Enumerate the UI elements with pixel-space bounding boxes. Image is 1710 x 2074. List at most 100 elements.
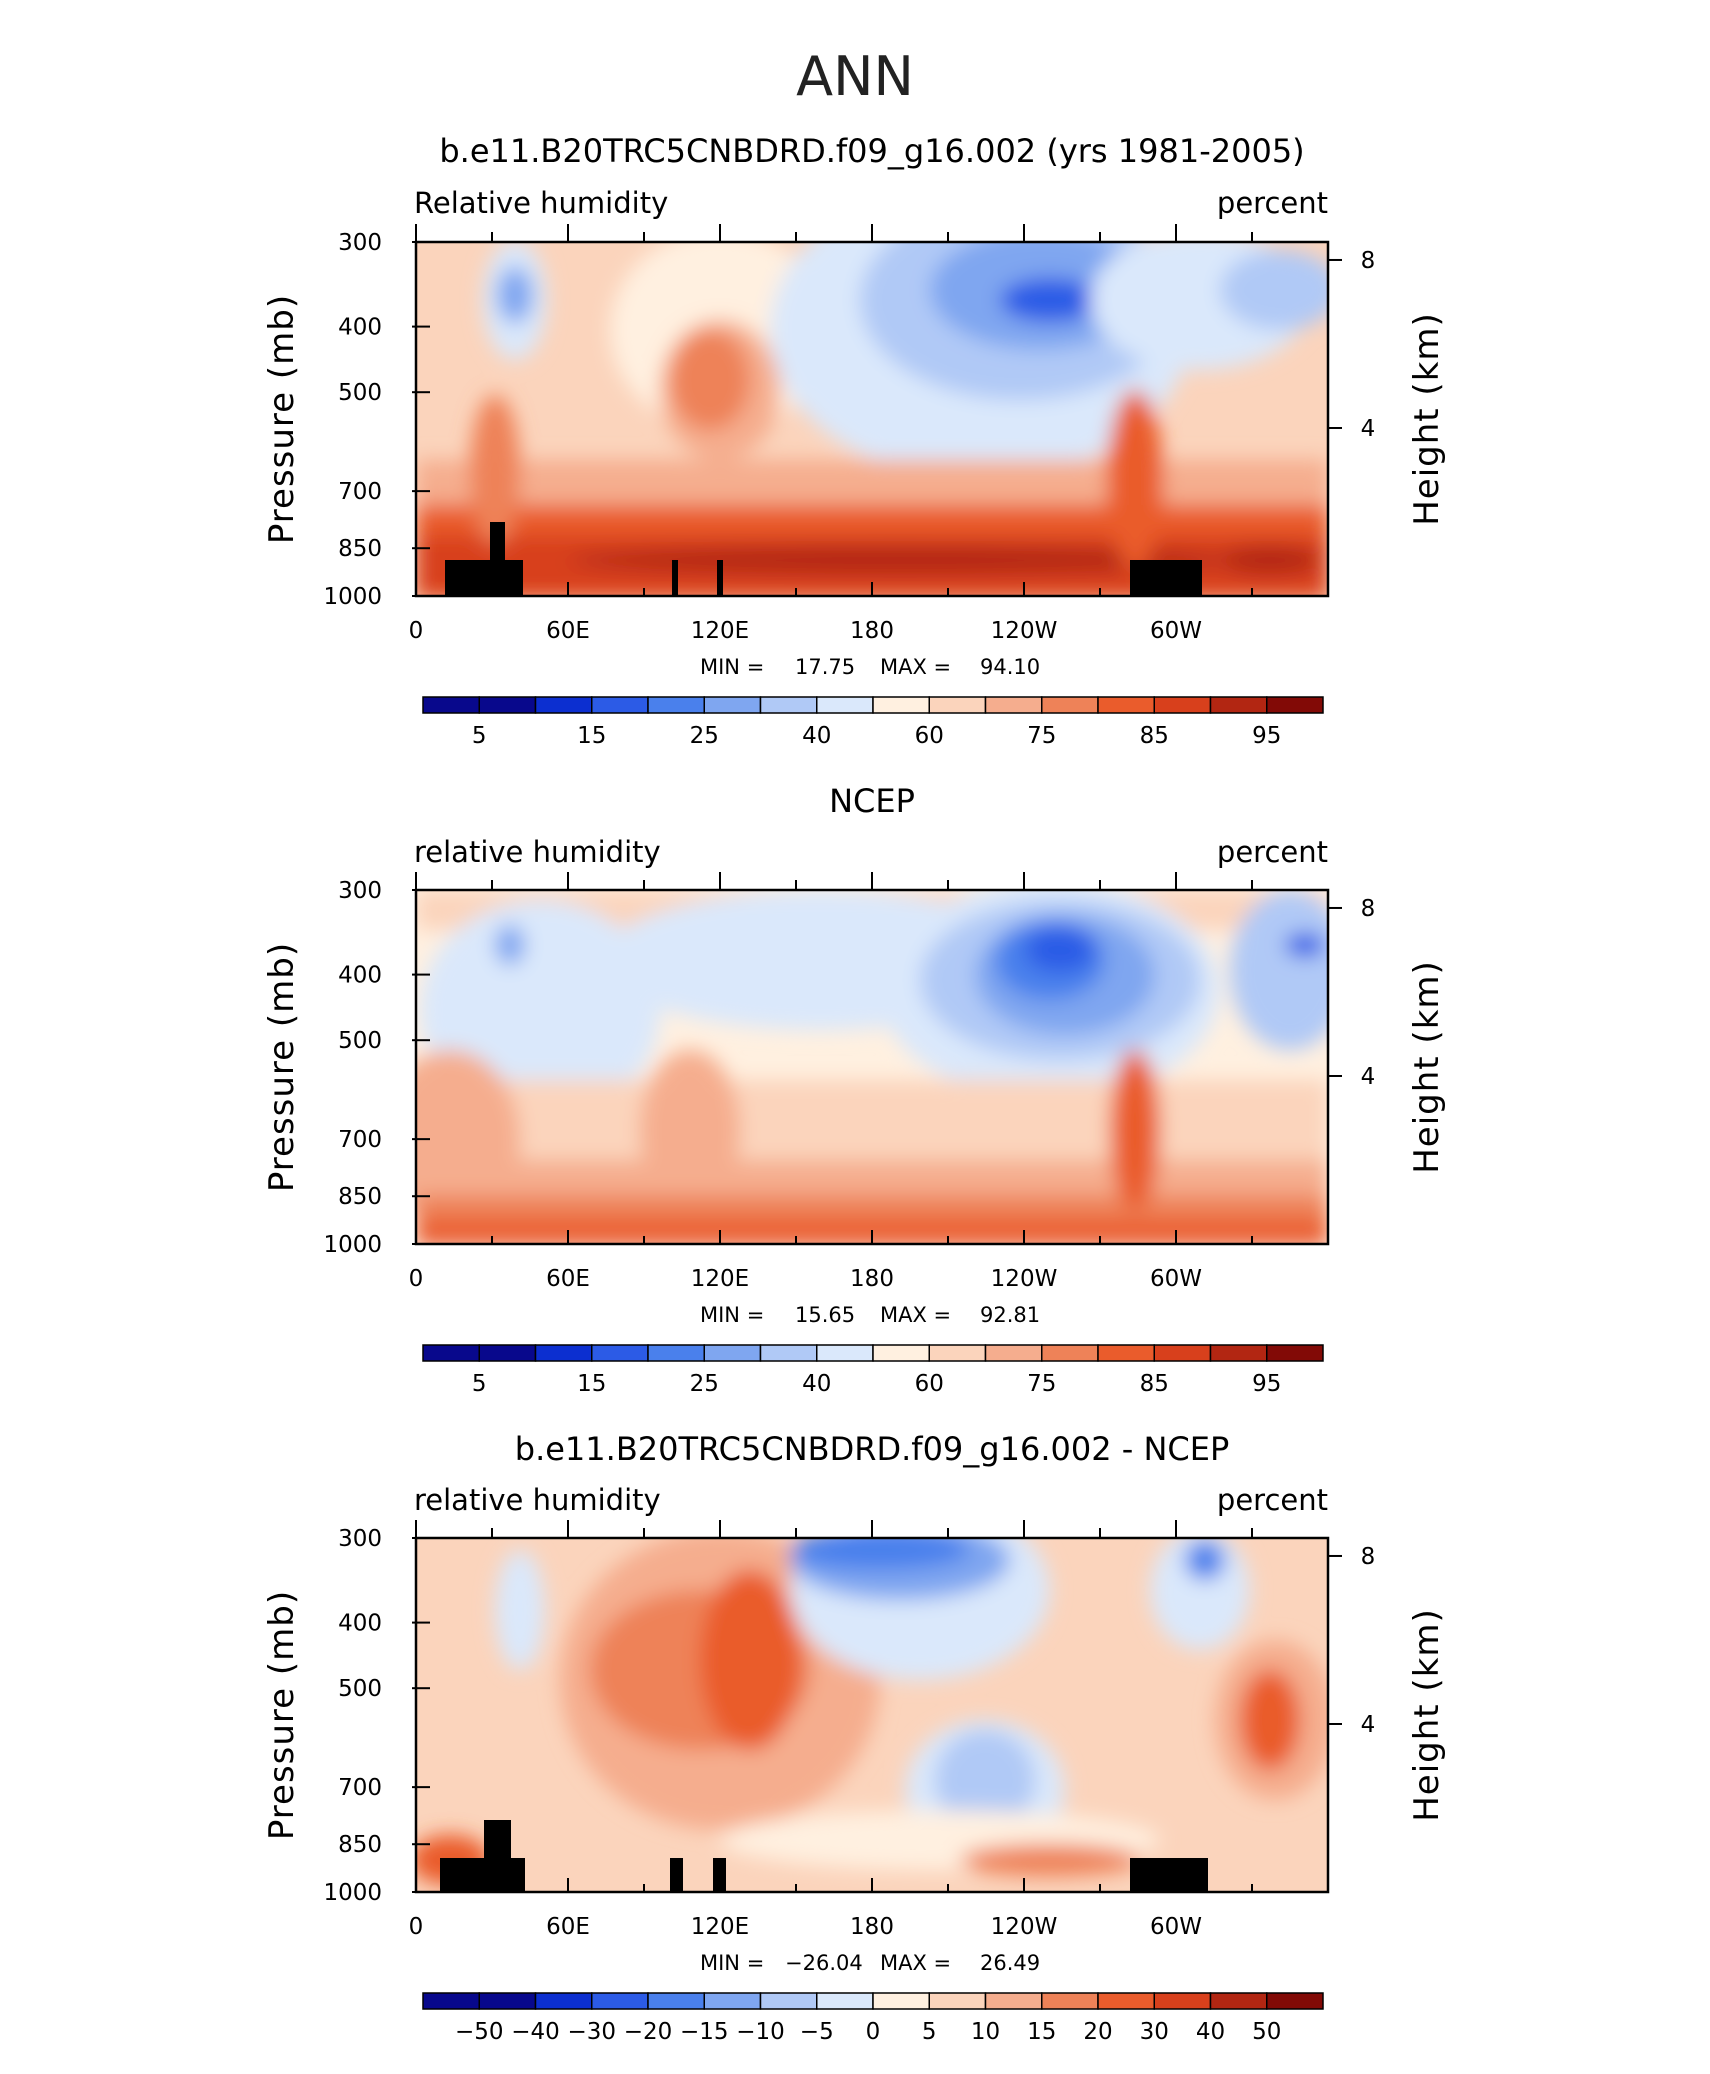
colorbar-box bbox=[1266, 1344, 1324, 1362]
colorbar-box bbox=[928, 1992, 987, 2010]
colorbar-box bbox=[984, 1344, 1043, 1362]
colorbar-box bbox=[1266, 696, 1324, 714]
units-label: percent bbox=[1217, 1483, 1328, 1517]
x-tick-label: 180 bbox=[850, 1914, 894, 1940]
colorbar-label: 40 bbox=[1196, 2019, 1225, 2045]
y2-tick-label: 8 bbox=[1361, 1544, 1376, 1570]
colorbar-label: 15 bbox=[1027, 2019, 1056, 2045]
colorbar-label: −40 bbox=[511, 2019, 560, 2045]
colorbar-label: −20 bbox=[624, 2019, 673, 2045]
colorbar-box bbox=[1041, 696, 1099, 714]
terrain-block bbox=[490, 522, 505, 562]
y-tick-label: 700 bbox=[338, 1127, 382, 1153]
colorbar-box bbox=[1153, 1344, 1212, 1362]
y-tick-label: 1000 bbox=[323, 1880, 382, 1906]
variable-label: relative humidity bbox=[414, 835, 661, 869]
y2-tick-label: 8 bbox=[1361, 896, 1376, 922]
colorbar-box bbox=[422, 696, 480, 714]
x-tick-label: 120W bbox=[991, 618, 1058, 644]
colorbar-box bbox=[1209, 1992, 1268, 2010]
min-label: MIN = bbox=[700, 1951, 764, 1975]
colorbar-label: 5 bbox=[472, 1371, 487, 1397]
contour-moist-plume bbox=[670, 330, 750, 430]
contour-positive bbox=[1240, 1670, 1300, 1770]
colorbar-label: 15 bbox=[577, 1371, 606, 1397]
contour-moist-max bbox=[570, 546, 1230, 574]
figure-title: ANN bbox=[796, 45, 914, 108]
terrain bbox=[445, 522, 1202, 596]
min-value: −26.04 bbox=[785, 1951, 863, 1975]
colorbar-box bbox=[422, 1344, 480, 1362]
x-tick-label: 60W bbox=[1150, 1914, 1202, 1940]
x-tick-label: 120W bbox=[991, 1266, 1058, 1292]
colorbar-box bbox=[703, 696, 762, 714]
colorbar-label: 60 bbox=[915, 1371, 944, 1397]
variable-label: relative humidity bbox=[414, 1483, 661, 1517]
panel-title: b.e11.B20TRC5CNBDRD.f09_g16.002 (yrs 198… bbox=[439, 132, 1304, 170]
variable-label: Relative humidity bbox=[414, 186, 668, 220]
colorbar-box bbox=[816, 696, 874, 714]
colorbar-label: 5 bbox=[922, 2019, 937, 2045]
colorbar-box bbox=[1209, 1344, 1268, 1362]
x-tick-label: 60W bbox=[1150, 618, 1202, 644]
colorbar-label: 40 bbox=[802, 723, 831, 749]
colorbar-box bbox=[984, 696, 1043, 714]
colorbar-box bbox=[1209, 696, 1268, 714]
colorbar-box bbox=[872, 696, 930, 714]
terrain-block bbox=[713, 1858, 726, 1892]
y-axis-label: Pressure (mb) bbox=[262, 942, 302, 1192]
x-tick-label: 120E bbox=[691, 1914, 749, 1940]
max-value: 94.10 bbox=[980, 655, 1040, 679]
contour-africa-plume bbox=[470, 395, 520, 545]
terrain-block bbox=[672, 560, 678, 596]
terrain-block bbox=[484, 1820, 511, 1860]
y-tick-label: 850 bbox=[338, 1832, 382, 1858]
colorbar-box bbox=[534, 1344, 593, 1362]
colorbar-label: 15 bbox=[577, 723, 606, 749]
colorbar-box bbox=[422, 1992, 480, 2010]
colorbar-label: 0 bbox=[866, 2019, 881, 2045]
colorbar-label: 95 bbox=[1252, 723, 1281, 749]
colorbar-box bbox=[872, 1992, 930, 2010]
y-tick-label: 300 bbox=[338, 878, 382, 904]
terrain-block bbox=[440, 1858, 525, 1892]
colorbar: −50 −40 −30 −20 −15 −10 −5 0 5 10 15 20 30 40 50 bbox=[422, 1992, 1324, 2045]
x-tick-label: 180 bbox=[850, 1266, 894, 1292]
colorbar-box bbox=[928, 1344, 987, 1362]
y2-axis-label: Height (km) bbox=[1407, 960, 1447, 1174]
contour-negative bbox=[495, 1550, 545, 1670]
y2-tick-label: 4 bbox=[1361, 1712, 1376, 1738]
terrain bbox=[440, 1820, 1208, 1892]
terrain-block bbox=[445, 560, 523, 596]
y2-tick-label: 8 bbox=[1361, 248, 1376, 274]
min-value: 15.65 bbox=[795, 1303, 855, 1327]
colorbar-box bbox=[816, 1344, 874, 1362]
contour-positive bbox=[700, 1570, 800, 1750]
contour-field bbox=[416, 242, 1328, 596]
y-tick-label: 400 bbox=[338, 1611, 382, 1637]
colorbar-box bbox=[1153, 1992, 1212, 2010]
max-label: MAX = bbox=[880, 1951, 951, 1975]
panel-title: b.e11.B20TRC5CNBDRD.f09_g16.002 - NCEP bbox=[515, 1430, 1230, 1468]
contour-dry-region bbox=[497, 267, 533, 323]
y-tick-label: 850 bbox=[338, 536, 382, 562]
colorbar-box bbox=[1097, 696, 1155, 714]
colorbar-label: 10 bbox=[971, 2019, 1000, 2045]
colorbar-box bbox=[1097, 1992, 1155, 2010]
max-value: 92.81 bbox=[980, 1303, 1040, 1327]
colorbar-label: −30 bbox=[567, 2019, 616, 2045]
colorbar-box bbox=[759, 1992, 818, 2010]
panel-model: b.e11.B20TRC5CNBDRD.f09_g16.002 (yrs 198… bbox=[262, 132, 1447, 749]
y-tick-label: 300 bbox=[338, 230, 382, 256]
colorbar: 5 15 25 40 60 75 85 95 bbox=[422, 1344, 1324, 1397]
colorbar-label: 30 bbox=[1140, 2019, 1169, 2045]
x-tick-label: 120W bbox=[991, 1914, 1058, 1940]
colorbar-box bbox=[647, 1344, 705, 1362]
colorbar-box bbox=[816, 1992, 874, 2010]
terrain-block bbox=[1130, 560, 1202, 596]
colorbar-box bbox=[872, 1344, 930, 1362]
colorbar-box bbox=[703, 1992, 762, 2010]
contour-negative bbox=[935, 1730, 1035, 1830]
colorbar-box bbox=[647, 696, 705, 714]
colorbar-label: 20 bbox=[1083, 2019, 1112, 2045]
